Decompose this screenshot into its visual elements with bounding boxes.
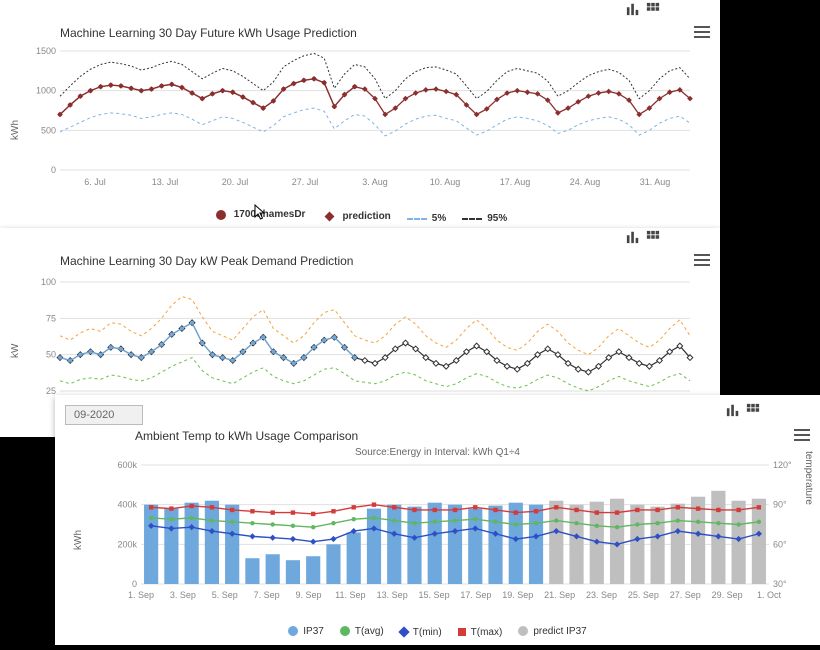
bar-chart-icon[interactable] bbox=[726, 403, 740, 422]
bar-chart-icon[interactable] bbox=[626, 2, 640, 21]
svg-text:1000: 1000 bbox=[36, 86, 56, 96]
svg-text:23. Sep: 23. Sep bbox=[586, 590, 617, 600]
svg-text:50: 50 bbox=[46, 350, 56, 360]
svg-text:400k: 400k bbox=[117, 500, 137, 510]
grid-icon[interactable] bbox=[746, 403, 760, 422]
svg-text:29. Sep: 29. Sep bbox=[712, 590, 743, 600]
menu-icon[interactable] bbox=[794, 429, 810, 441]
svg-text:100: 100 bbox=[41, 277, 56, 287]
chart-title: Machine Learning 30 Day Future kWh Usage… bbox=[60, 26, 357, 40]
svg-text:10. Aug: 10. Aug bbox=[430, 177, 461, 187]
svg-text:19. Sep: 19. Sep bbox=[502, 590, 533, 600]
chart-subtitle: Source:Energy in Interval: kWh Q1÷4 bbox=[55, 447, 820, 458]
svg-text:11. Sep: 11. Sep bbox=[335, 590, 365, 600]
y-axis-label-left: kWh bbox=[73, 530, 84, 550]
menu-icon[interactable] bbox=[694, 254, 710, 266]
svg-text:75: 75 bbox=[46, 313, 56, 323]
menu-icon[interactable] bbox=[694, 26, 710, 38]
y-axis-label: kWh bbox=[10, 120, 21, 140]
svg-text:13. Jul: 13. Jul bbox=[152, 177, 179, 187]
svg-text:21. Sep: 21. Sep bbox=[544, 590, 575, 600]
svg-text:27. Jul: 27. Jul bbox=[292, 177, 319, 187]
svg-text:90°: 90° bbox=[773, 500, 787, 510]
grid-icon[interactable] bbox=[646, 230, 660, 249]
mouse-cursor-icon bbox=[254, 204, 268, 222]
chart-plot-area: 255075100 bbox=[30, 276, 700, 406]
svg-text:600k: 600k bbox=[117, 461, 137, 470]
chart-plot-area: 0 500 1000 1500 6. Jul 13. Jul 20. Jul 27. Jul 3… bbox=[30, 45, 700, 195]
svg-text:25. Sep: 25. Sep bbox=[628, 590, 659, 600]
svg-text:15. Sep: 15. Sep bbox=[419, 590, 450, 600]
svg-text:17. Aug: 17. Aug bbox=[500, 177, 531, 187]
svg-text:13. Sep: 13. Sep bbox=[377, 590, 408, 600]
svg-text:60°: 60° bbox=[773, 539, 787, 549]
svg-text:3. Aug: 3. Aug bbox=[362, 177, 388, 187]
svg-text:200k: 200k bbox=[117, 539, 137, 549]
grid-icon[interactable] bbox=[646, 2, 660, 21]
chart-title: Machine Learning 30 Day kW Peak Demand P… bbox=[60, 254, 353, 268]
toolbar-icons bbox=[626, 2, 660, 21]
svg-text:3. Sep: 3. Sep bbox=[170, 590, 196, 600]
svg-text:0: 0 bbox=[51, 165, 56, 175]
svg-text:24. Aug: 24. Aug bbox=[570, 177, 601, 187]
svg-text:17. Sep: 17. Sep bbox=[460, 590, 491, 600]
chart-legend: 1700ShamesDrprediction5%95% bbox=[0, 209, 720, 224]
svg-text:6. Jul: 6. Jul bbox=[84, 177, 106, 187]
y-axis-label: kW bbox=[10, 344, 21, 358]
svg-text:0: 0 bbox=[132, 579, 137, 589]
svg-text:120°: 120° bbox=[773, 461, 792, 470]
chart-title: Ambient Temp to kWh Usage Comparison bbox=[135, 429, 358, 443]
chart-panel-temp-kwh: 09-2020 Ambient Temp to kWh Usage Compar… bbox=[55, 395, 820, 645]
svg-text:1. Sep: 1. Sep bbox=[128, 590, 154, 600]
toolbar-icons bbox=[626, 230, 660, 249]
bar-chart-icon[interactable] bbox=[626, 230, 640, 249]
chart-plot-area: 0 200k 400k 600k 30° 60° 90° 120° 1. Sep 3. Sep 5.… bbox=[105, 461, 805, 606]
svg-text:1500: 1500 bbox=[36, 46, 56, 56]
svg-text:5. Sep: 5. Sep bbox=[212, 590, 238, 600]
toolbar-icons bbox=[726, 403, 760, 422]
svg-text:7. Sep: 7. Sep bbox=[254, 590, 280, 600]
svg-text:500: 500 bbox=[41, 125, 56, 135]
svg-text:30°: 30° bbox=[773, 579, 787, 589]
svg-text:31. Aug: 31. Aug bbox=[640, 177, 671, 187]
date-picker-button[interactable]: 09-2020 bbox=[65, 405, 143, 425]
svg-text:1. Oct: 1. Oct bbox=[757, 590, 782, 600]
svg-text:27. Sep: 27. Sep bbox=[670, 590, 701, 600]
chart-panel-kwh-usage: Machine Learning 30 Day Future kWh Usage… bbox=[0, 0, 720, 228]
svg-text:9. Sep: 9. Sep bbox=[295, 590, 321, 600]
svg-text:20. Jul: 20. Jul bbox=[222, 177, 249, 187]
chart-legend: IP37T(avg)T(min)T(max)predict IP37 bbox=[55, 626, 820, 640]
